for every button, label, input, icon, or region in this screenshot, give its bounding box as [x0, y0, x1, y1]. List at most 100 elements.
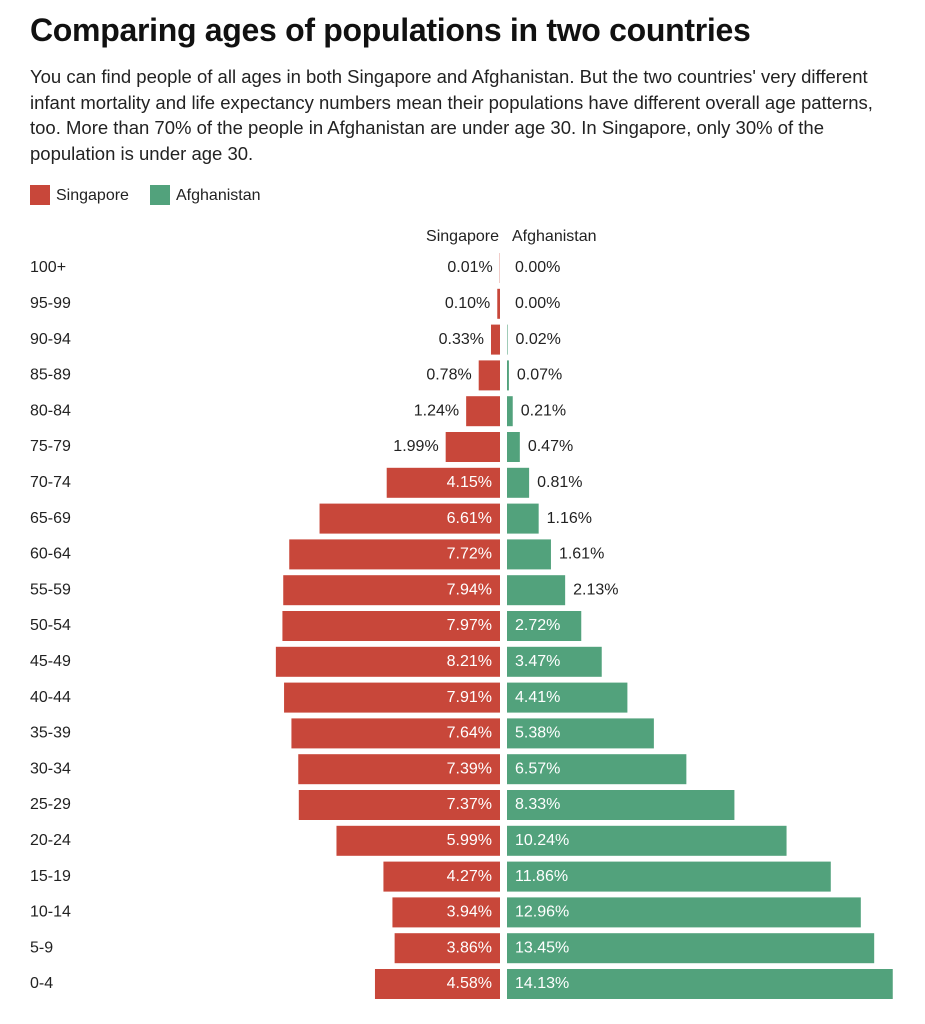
value-label: 0.81% — [537, 474, 582, 491]
value-label: 8.33% — [515, 796, 560, 813]
category-label: 40-44 — [30, 689, 71, 706]
value-label: 3.86% — [447, 939, 492, 956]
value-label: 7.64% — [447, 725, 492, 742]
category-label: 95-99 — [30, 295, 71, 312]
bar — [507, 575, 566, 606]
category-label: 0-4 — [30, 975, 53, 992]
bar — [507, 432, 520, 462]
value-label: 0.10% — [445, 295, 490, 312]
category-label: 45-49 — [30, 653, 71, 670]
category-label: 60-64 — [30, 546, 71, 563]
legend-swatch — [30, 185, 50, 205]
value-label: 0.47% — [528, 438, 573, 455]
value-label: 1.99% — [393, 438, 438, 455]
legend-label: Singapore — [56, 187, 129, 204]
value-label: 4.41% — [515, 689, 560, 706]
bar — [284, 682, 500, 713]
bar — [289, 539, 500, 570]
bar — [507, 790, 735, 820]
value-label: 0.33% — [439, 331, 484, 348]
value-label: 0.21% — [521, 402, 566, 419]
value-label: 14.13% — [515, 975, 569, 992]
category-label: 15-19 — [30, 868, 71, 885]
bar — [394, 933, 500, 964]
value-label: 0.07% — [517, 367, 562, 384]
value-label: 1.16% — [547, 510, 592, 527]
value-label: 4.58% — [447, 975, 492, 992]
value-label: 3.47% — [515, 653, 560, 670]
bar — [507, 754, 687, 785]
category-label: 5-9 — [30, 939, 53, 956]
value-label: 7.97% — [447, 617, 492, 634]
chart-subtitle: You can find people of all ages in both … — [30, 66, 873, 164]
value-label: 10.24% — [515, 832, 569, 849]
category-label: 50-54 — [30, 617, 71, 634]
category-label: 30-34 — [30, 760, 71, 777]
bar — [283, 575, 500, 606]
value-label: 4.15% — [447, 474, 492, 491]
bar — [507, 611, 582, 641]
category-label: 55-59 — [30, 581, 71, 598]
bar — [275, 646, 500, 677]
category-label: 75-79 — [30, 438, 71, 455]
value-label: 2.72% — [515, 617, 560, 634]
value-label: 2.13% — [573, 581, 618, 598]
bar — [507, 897, 861, 928]
bar — [507, 324, 508, 355]
value-label: 0.78% — [426, 367, 471, 384]
category-label: 80-84 — [30, 402, 71, 419]
bar — [507, 467, 530, 498]
bar — [507, 861, 831, 892]
bar — [336, 825, 500, 856]
category-label: 25-29 — [30, 796, 71, 813]
bar — [497, 288, 500, 319]
value-label: 0.00% — [515, 295, 560, 312]
value-label: 7.91% — [447, 689, 492, 706]
value-label: 1.61% — [559, 546, 604, 563]
bar — [298, 754, 500, 785]
bar — [507, 503, 539, 534]
bar — [478, 360, 500, 391]
category-label: 70-74 — [30, 474, 71, 491]
value-label: 5.99% — [447, 832, 492, 849]
value-label: 7.94% — [447, 581, 492, 598]
value-label: 5.38% — [515, 725, 560, 742]
value-label: 13.45% — [515, 939, 569, 956]
bar — [374, 969, 500, 999]
bar — [282, 611, 500, 641]
bar — [291, 718, 500, 749]
value-label: 7.37% — [447, 796, 492, 813]
chart-title: Comparing ages of populations in two cou… — [30, 12, 751, 48]
value-label: 6.57% — [515, 760, 560, 777]
bar — [507, 396, 513, 427]
category-label: 90-94 — [30, 331, 71, 348]
column-header: Singapore — [426, 228, 499, 245]
bar — [392, 897, 500, 928]
value-label: 12.96% — [515, 904, 569, 921]
value-label: 1.24% — [414, 402, 459, 419]
value-label: 3.94% — [447, 904, 492, 921]
legend-swatch — [150, 185, 170, 205]
bar — [507, 682, 628, 713]
category-label: 100+ — [30, 259, 66, 276]
bar — [386, 467, 500, 498]
value-label: 4.27% — [447, 868, 492, 885]
bar — [490, 324, 500, 355]
bar — [507, 718, 654, 749]
category-label: 10-14 — [30, 904, 71, 921]
value-label: 11.86% — [515, 868, 568, 885]
category-label: 35-39 — [30, 725, 71, 742]
value-label: 8.21% — [447, 653, 492, 670]
bar — [507, 933, 875, 964]
bar — [507, 825, 787, 856]
bar — [298, 790, 500, 820]
bar — [507, 360, 509, 391]
category-label: 65-69 — [30, 510, 71, 527]
category-label: 85-89 — [30, 367, 71, 384]
bar — [445, 432, 500, 462]
category-label: 20-24 — [30, 832, 71, 849]
bar — [383, 861, 500, 892]
bar — [319, 503, 500, 534]
